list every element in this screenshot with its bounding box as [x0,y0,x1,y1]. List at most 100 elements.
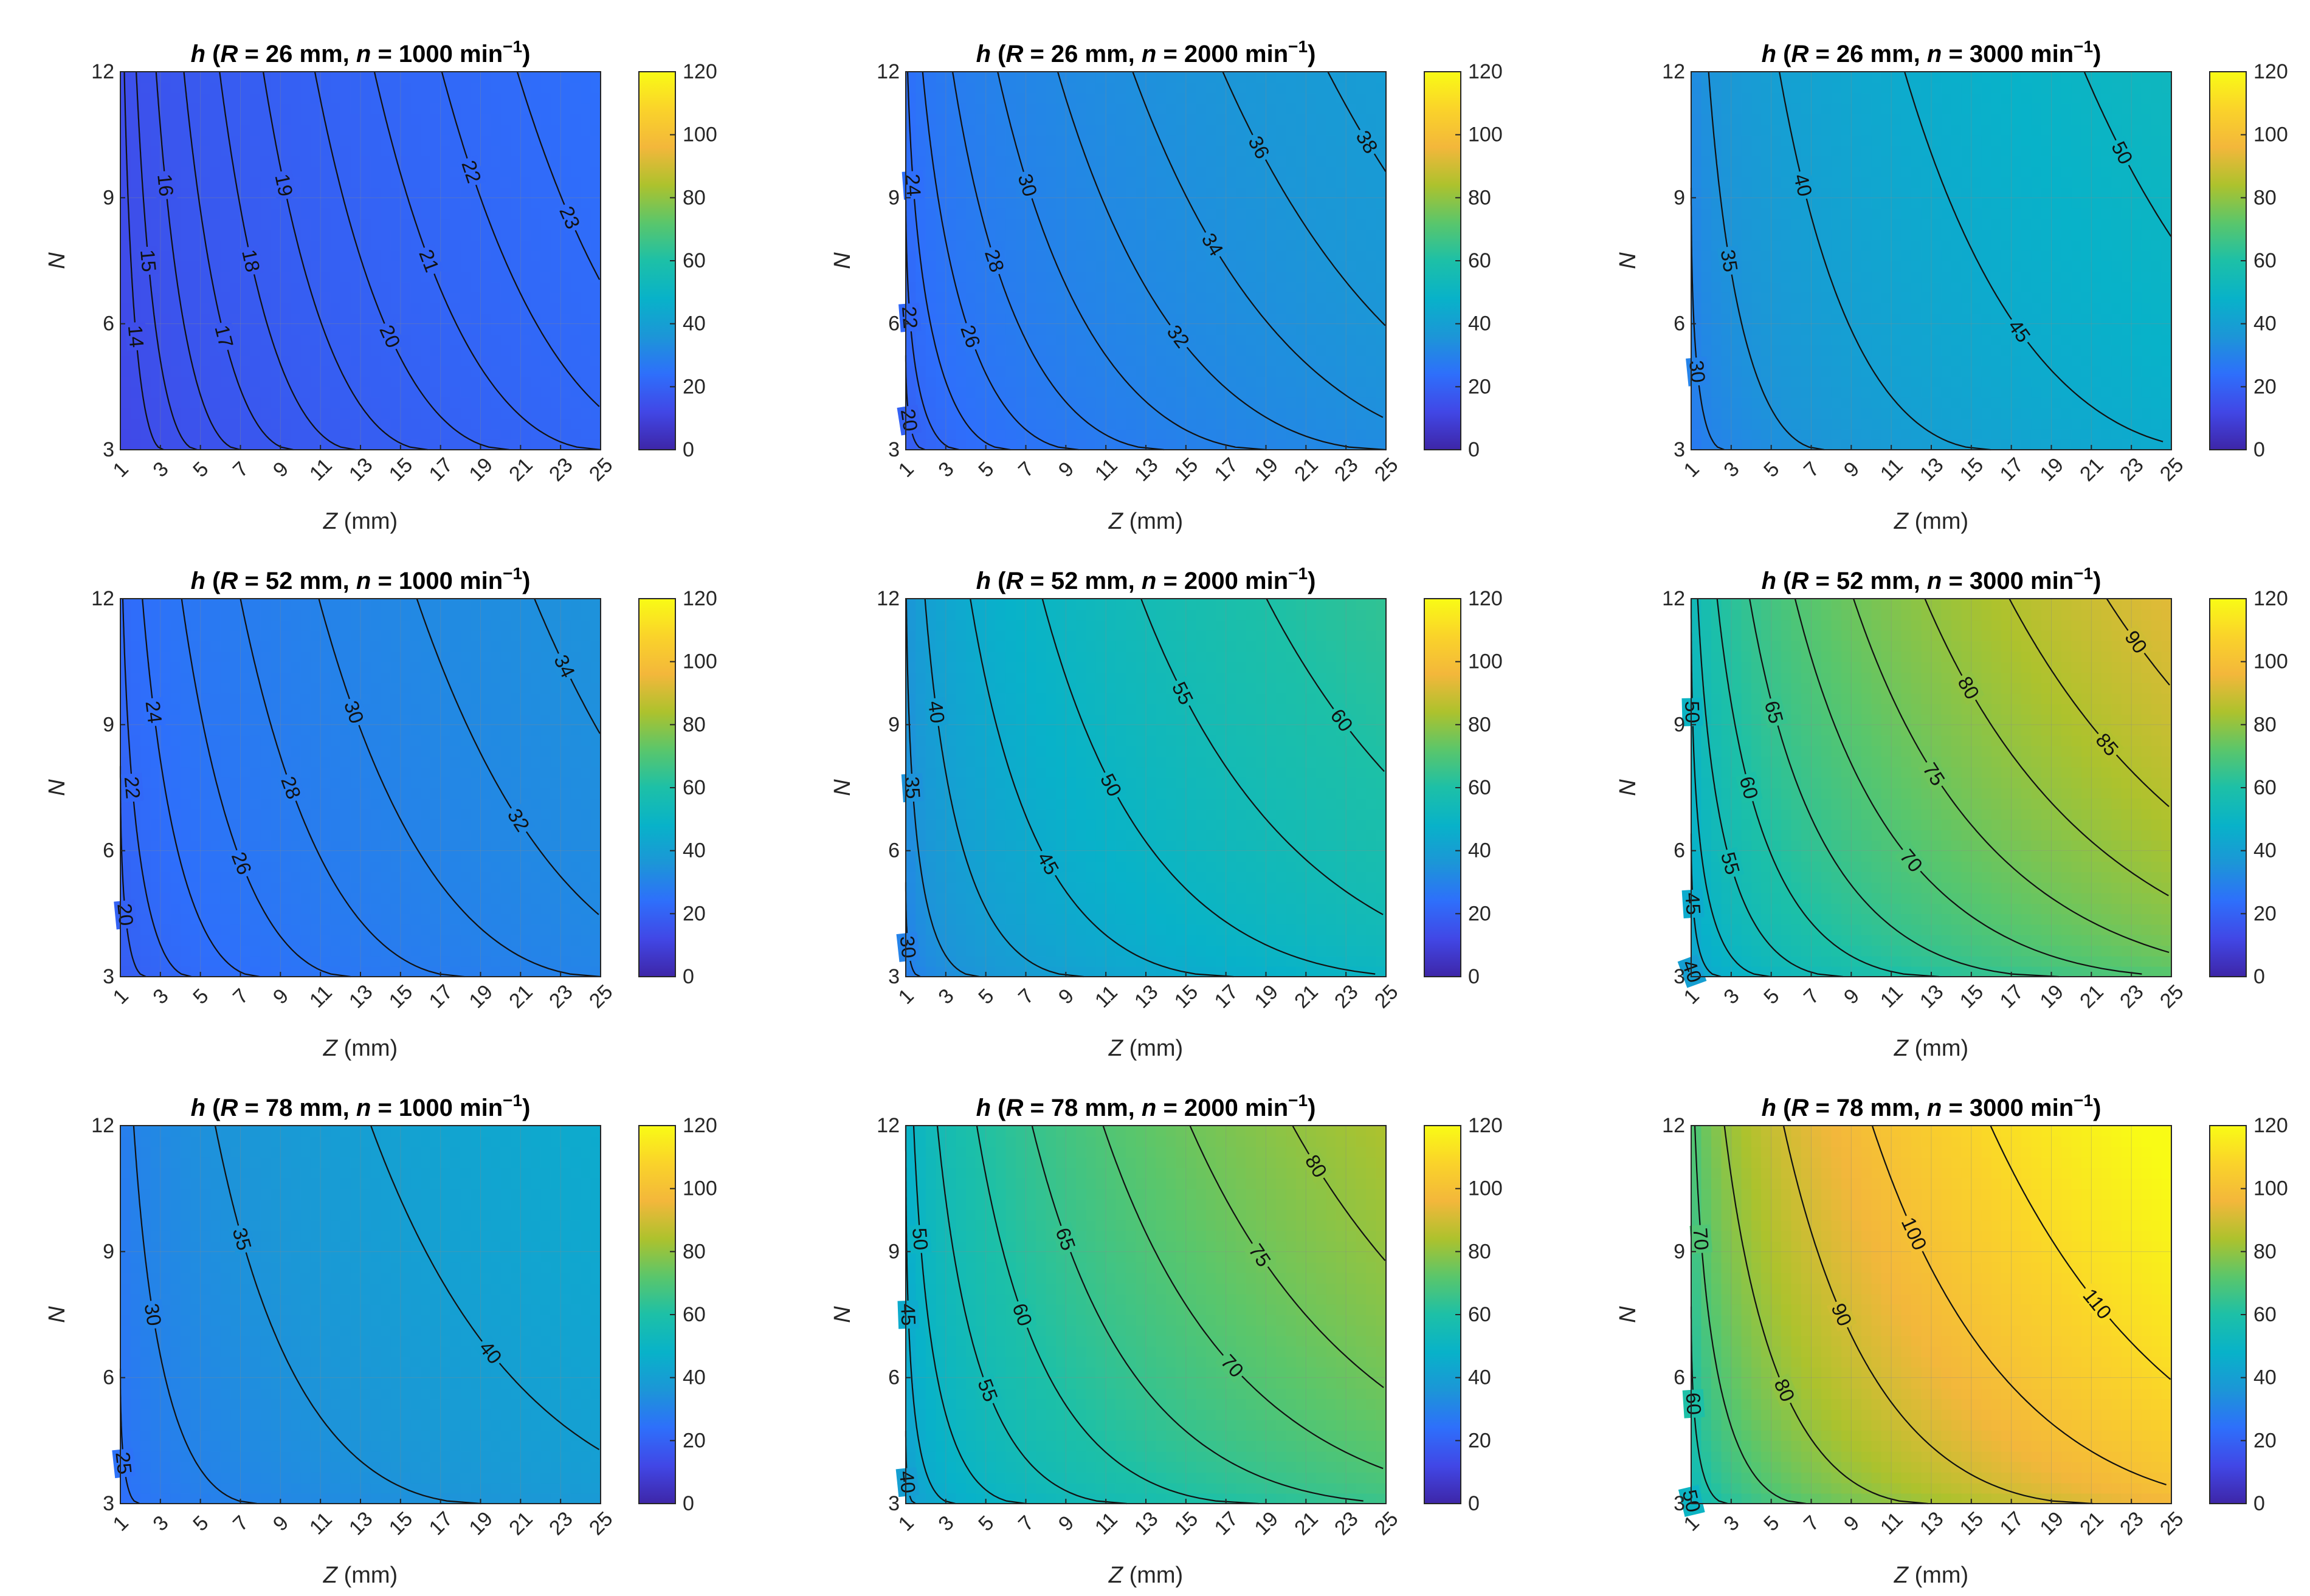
colorbar-tick-label: 80 [683,186,706,209]
contour-label-bg [2106,136,2138,170]
x-axis-var: Z [1108,509,1124,534]
x-tick-label: 7 [229,458,253,482]
y-tick-label: 9 [103,1240,114,1263]
title-part: = 3000 min [1942,568,2074,594]
colorbar-tick-label: 100 [683,1177,717,1200]
contour-label-bg [1300,1149,1333,1184]
contour-label-bg [2119,624,2153,659]
colorbar: 0 20 40 60 80 100 120 [2209,1114,2288,1515]
x-tick-label: 21 [1290,980,1323,1013]
contour-line-40 [370,1125,600,1451]
x-tick-label: 11 [305,454,337,486]
colorbar-tick-label: 60 [683,249,706,272]
x-tick-label: 11 [1091,981,1122,1013]
x-tick-label: 19 [464,980,497,1013]
x-tick-label: 13 [1130,453,1163,486]
x-tick-label: 21 [2075,980,2108,1013]
colorbar-tick-label: 0 [683,438,694,461]
colorbar-tick-label: 0 [683,1492,694,1515]
x-tick-label: 15 [385,980,418,1013]
x-tick-label: 7 [229,1512,253,1536]
x-axis-label: Z (mm) [1894,1036,1968,1061]
x-axis-var: Z [323,1563,339,1588]
x-tick-label: 17 [1996,453,2029,486]
contour-label-bg [474,1335,508,1370]
x-tick-label: 17 [1210,1507,1243,1540]
contour-label-bg [1735,771,1763,804]
x-tick-label: 9 [1054,458,1078,482]
y-tick-label: 3 [1674,438,1685,461]
contour-label-30: 30 [895,935,920,960]
contour-line-23 [516,71,601,280]
contour-label-bg [1826,1298,1857,1332]
colorbar: 0 20 40 60 80 100 120 [2209,587,2288,988]
title-close: ) [1308,41,1315,67]
colorbar-tick-label: 100 [683,123,717,146]
contour-label-bg [895,1467,920,1498]
x-axis-unit: (mm) [1123,1036,1183,1061]
title-part: = 1000 min [371,568,503,594]
x-axis-var: Z [323,1036,339,1061]
colorbar: 0 20 40 60 80 100 120 [638,587,717,988]
colorbar-tick-label: 120 [1468,1114,1503,1137]
x-tick-label: 5 [188,985,213,1009]
title-part: h [1762,41,1776,67]
x-tick-label: 19 [464,1507,497,1540]
x-tick-label: 21 [505,1507,537,1540]
x-tick-label: 21 [1290,453,1323,486]
y-tick-label: 12 [1662,587,1685,610]
title-part: = 78 mm, [1023,1095,1142,1121]
x-tick-label: 19 [2035,980,2068,1013]
x-axis-label: Z (mm) [323,1563,398,1588]
x-tick-label: 9 [269,985,293,1009]
contour-label-bg [271,169,297,201]
contour-label-bg [374,319,405,354]
contour-label-bg [210,320,238,353]
y-tick-label: 3 [103,965,114,988]
title-part: n [1927,568,1942,594]
x-axis-label: Z (mm) [1894,1563,1968,1588]
contour-label-40: 40 [1790,171,1817,199]
contour-label-45: 45 [897,1303,920,1326]
title-superscript: −1 [2074,37,2093,56]
contour-label-bg [142,697,166,727]
contour-label-bg [154,170,178,201]
contour-line-110 [1990,1125,2171,1380]
y-tick-label: 9 [1674,713,1685,736]
colorbar-tick-label: 100 [2253,1177,2288,1200]
y-axis-label: N [44,1306,70,1323]
title-part: = 52 mm, [238,568,356,594]
x-tick-label: 23 [2115,453,2148,486]
x-axis-label: Z (mm) [323,1036,398,1061]
y-tick-label: 9 [888,1240,900,1263]
colorbar-tick-label: 100 [2253,650,2288,673]
colorbar-tick-label: 20 [2253,375,2277,398]
contour-label-bg [909,1224,932,1254]
title-part: = 1000 min [371,41,503,67]
contour-label-bg [1894,843,1928,878]
contour-label-40: 40 [924,700,949,724]
colorbar-tick-label: 0 [683,965,694,988]
x-axis-unit: (mm) [1123,1563,1183,1588]
x-axis-var: Z [1108,1563,1124,1588]
x-tick-label: 17 [1996,980,2029,1013]
contour-line-80 [1292,1125,1386,1261]
contour-label-35: 35 [1717,248,1742,273]
x-tick-label: 3 [1719,1512,1743,1536]
contour-label-50: 50 [1681,701,1704,724]
x-axis-unit: (mm) [1908,1563,1968,1588]
colorbar-tick-label: 80 [1468,713,1491,736]
contour-line-24 [142,598,260,978]
contour-label-bg [457,155,486,188]
title-part: R [220,41,238,67]
y-tick-label: 9 [103,186,114,209]
x-axis-unit: (mm) [1123,509,1183,534]
title-part: = 3000 min [1942,41,2074,67]
title-part: = 78 mm, [1808,1095,1927,1121]
x-tick-label: 23 [1330,1507,1363,1540]
title-part: n [1927,1095,1942,1121]
title-part: = 3000 min [1942,1095,2074,1121]
x-tick-label: 25 [585,1507,618,1540]
subplot-title: h (R = 78 mm, n = 1000 min−1) [191,1091,531,1121]
